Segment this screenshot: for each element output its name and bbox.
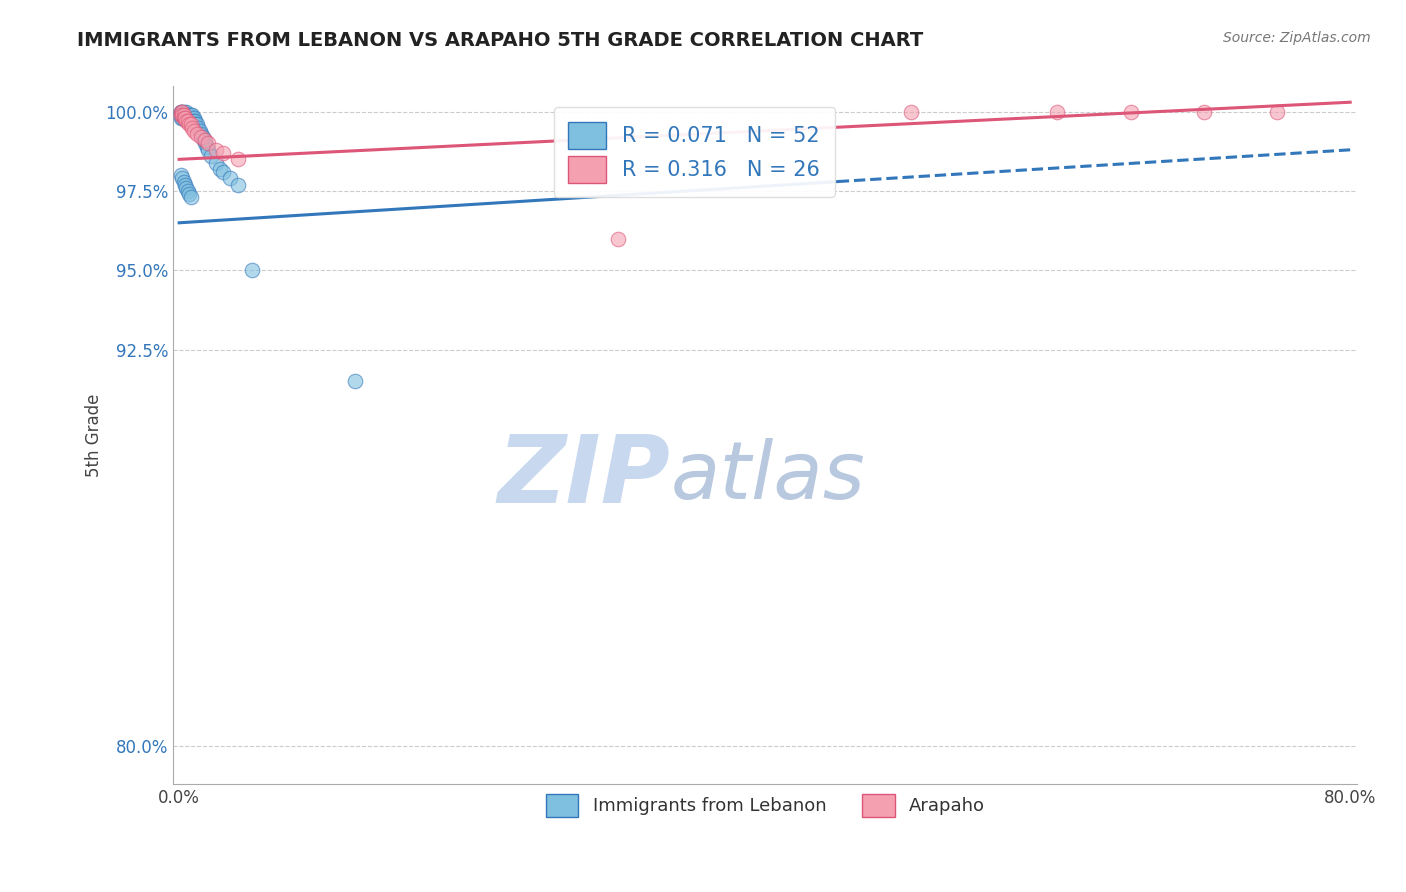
Point bbox=[191, 130, 214, 145]
Point bbox=[177, 184, 200, 198]
Point bbox=[170, 171, 193, 186]
Point bbox=[186, 118, 208, 132]
Point bbox=[173, 108, 195, 122]
Point bbox=[900, 104, 922, 119]
Point bbox=[209, 161, 232, 176]
Point bbox=[173, 175, 195, 189]
Point bbox=[1265, 104, 1288, 119]
Point bbox=[184, 114, 207, 128]
Point bbox=[1046, 104, 1069, 119]
Point bbox=[607, 232, 630, 246]
Point bbox=[204, 155, 226, 169]
Point bbox=[176, 104, 198, 119]
Point bbox=[240, 263, 263, 277]
Point bbox=[177, 111, 200, 125]
Point bbox=[197, 136, 219, 151]
Point bbox=[173, 104, 195, 119]
Point bbox=[180, 190, 202, 204]
Point bbox=[1192, 104, 1215, 119]
Point bbox=[226, 153, 249, 167]
Point bbox=[187, 120, 209, 135]
Point bbox=[181, 120, 204, 135]
Text: Source: ZipAtlas.com: Source: ZipAtlas.com bbox=[1223, 31, 1371, 45]
Point bbox=[174, 111, 197, 125]
Point bbox=[194, 133, 217, 147]
Point bbox=[176, 111, 198, 125]
Point bbox=[169, 104, 191, 119]
Point bbox=[190, 127, 212, 141]
Point bbox=[212, 146, 235, 161]
Point bbox=[169, 104, 191, 119]
Point bbox=[183, 111, 205, 125]
Point bbox=[179, 111, 201, 125]
Point bbox=[204, 143, 226, 157]
Point bbox=[169, 168, 191, 182]
Point bbox=[179, 118, 201, 132]
Point bbox=[180, 108, 202, 122]
Point bbox=[195, 139, 218, 153]
Point bbox=[169, 111, 191, 125]
Point bbox=[190, 130, 212, 145]
Point bbox=[188, 124, 211, 138]
Point bbox=[177, 108, 200, 122]
Point bbox=[179, 108, 201, 122]
Point bbox=[184, 118, 207, 132]
Point bbox=[169, 104, 191, 119]
Point bbox=[180, 111, 202, 125]
Point bbox=[169, 108, 191, 122]
Point bbox=[181, 108, 204, 122]
Point bbox=[176, 181, 198, 195]
Point bbox=[174, 111, 197, 125]
Point bbox=[212, 165, 235, 179]
Text: ZIP: ZIP bbox=[498, 431, 671, 524]
Point bbox=[173, 111, 195, 125]
Point bbox=[197, 143, 219, 157]
Point bbox=[186, 127, 208, 141]
Point bbox=[170, 108, 193, 122]
Point bbox=[170, 108, 193, 122]
Point bbox=[174, 178, 197, 192]
Point bbox=[226, 178, 249, 192]
Point bbox=[176, 108, 198, 122]
Point bbox=[170, 104, 193, 119]
Point bbox=[200, 149, 222, 163]
Point bbox=[183, 124, 205, 138]
Point bbox=[219, 171, 242, 186]
Point bbox=[173, 108, 195, 122]
Point bbox=[169, 108, 191, 122]
Point bbox=[174, 108, 197, 122]
Legend: Immigrants from Lebanon, Arapaho: Immigrants from Lebanon, Arapaho bbox=[538, 787, 993, 824]
Point bbox=[1119, 104, 1142, 119]
Point bbox=[193, 133, 215, 147]
Point bbox=[170, 111, 193, 125]
Point bbox=[183, 114, 205, 128]
Point bbox=[194, 136, 217, 151]
Point bbox=[180, 118, 202, 132]
Y-axis label: 5th Grade: 5th Grade bbox=[86, 393, 103, 477]
Point bbox=[343, 375, 366, 389]
Point bbox=[176, 114, 198, 128]
Point bbox=[177, 114, 200, 128]
Point bbox=[179, 187, 201, 202]
Point bbox=[181, 114, 204, 128]
Text: atlas: atlas bbox=[671, 438, 865, 516]
Point bbox=[170, 104, 193, 119]
Text: IMMIGRANTS FROM LEBANON VS ARAPAHO 5TH GRADE CORRELATION CHART: IMMIGRANTS FROM LEBANON VS ARAPAHO 5TH G… bbox=[77, 31, 924, 50]
Point bbox=[173, 111, 195, 125]
